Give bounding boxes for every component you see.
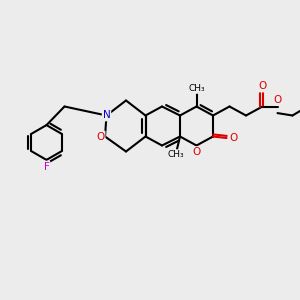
Text: O: O	[258, 81, 267, 92]
Text: CH₃: CH₃	[167, 150, 184, 159]
Text: N: N	[103, 110, 110, 121]
Text: F: F	[44, 161, 50, 172]
Text: O: O	[96, 131, 105, 142]
Text: O: O	[229, 133, 237, 143]
Text: O: O	[273, 95, 282, 105]
Text: O: O	[192, 147, 201, 157]
Text: CH₃: CH₃	[188, 84, 205, 93]
